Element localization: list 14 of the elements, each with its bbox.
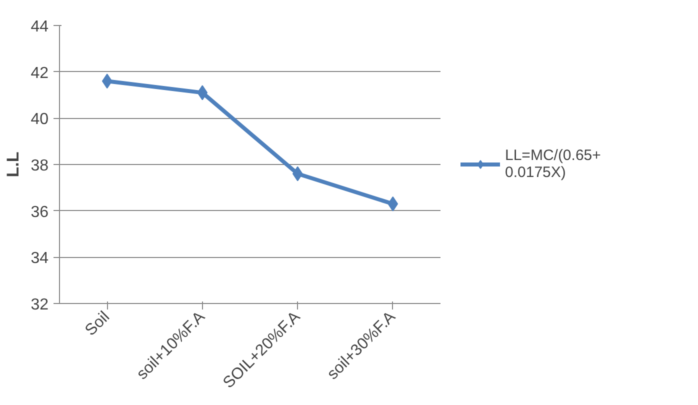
point [292, 166, 303, 182]
y-tick-label: 44 [30, 18, 49, 36]
y-tick-label: 42 [30, 64, 49, 82]
y-tick-label: 36 [30, 204, 49, 221]
x-tick-label: Soil [82, 308, 114, 340]
y-axis-title: L.L [4, 152, 23, 178]
y-tick-label: 34 [30, 250, 49, 268]
y-tick-label: 40 [30, 111, 49, 128]
y-tick-label: 38 [30, 158, 49, 174]
point [388, 196, 398, 212]
legend-label: LL=MC/(0.65+0.0175X) [505, 147, 601, 181]
y-tick-label: 32 [30, 296, 49, 314]
point [102, 74, 112, 89]
point [197, 85, 208, 100]
